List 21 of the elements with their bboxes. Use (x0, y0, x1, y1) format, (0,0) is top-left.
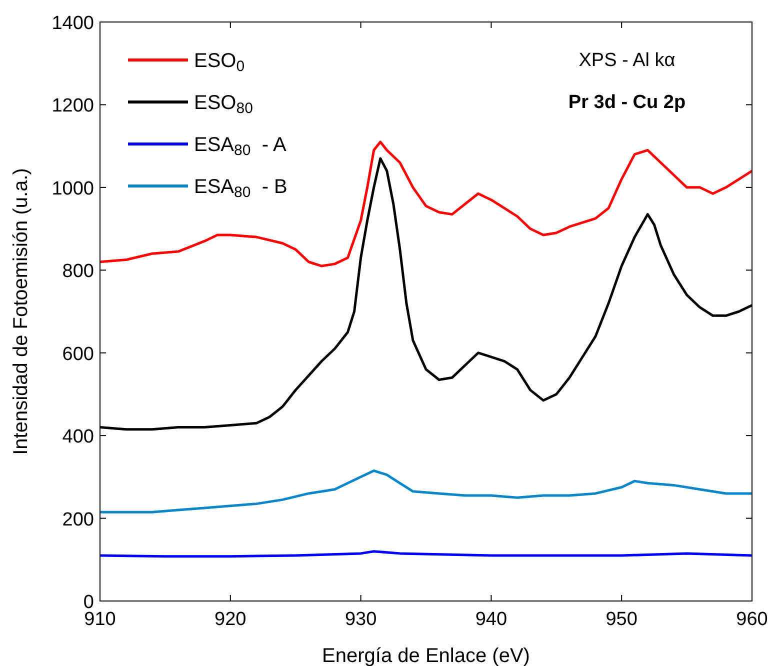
y-tick-label: 200 (62, 509, 94, 530)
x-tick-label: 940 (475, 609, 508, 630)
y-tick-label: 1400 (52, 13, 94, 34)
legend-label: ESA$_{80}$ - B (194, 176, 288, 201)
y-axis-title: Intensidad de Fotoemisión (u.a.) (10, 168, 32, 455)
legend-label: ESA$_{80}$ - A (194, 134, 287, 159)
x-tick-label: 960 (736, 609, 768, 630)
annotation: XPS - Al kα (578, 50, 676, 71)
x-axis-title: Energía de Enlace (eV) (322, 645, 530, 666)
annotation: Pr 3d - Cu 2p (568, 92, 686, 113)
y-tick-label: 400 (62, 426, 94, 448)
legend-label: ESO$_{0}$ (194, 50, 245, 75)
line-series (100, 469, 752, 514)
x-tick-label: 930 (344, 609, 377, 630)
legend-label: ESO$_{80}$ (194, 92, 253, 117)
x-tick-label: 950 (606, 609, 638, 630)
x-tick-label: 920 (214, 609, 246, 630)
y-tick-label: 1200 (52, 96, 94, 117)
y-tick-label: 1000 (52, 178, 94, 200)
y-tick-label: 800 (62, 261, 94, 282)
y-tick-label: 600 (62, 344, 94, 365)
